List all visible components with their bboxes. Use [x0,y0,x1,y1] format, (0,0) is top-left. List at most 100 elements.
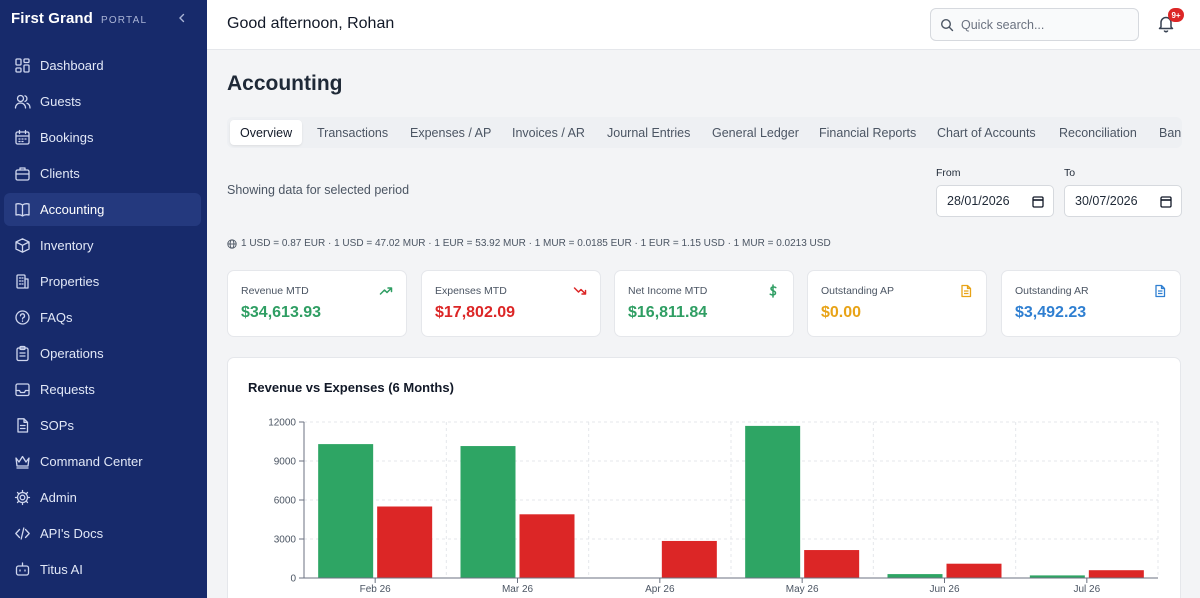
kpi-card-outstanding-ap: Outstanding AP $0.00 [807,270,987,337]
bot-icon [14,561,31,578]
book-icon [14,201,31,218]
kpi-label: Revenue MTD [241,285,309,297]
expense-bar[interactable] [946,563,1002,578]
sidebar-item-label: Accounting [40,202,105,217]
brand-subtitle: PORTAL [100,15,148,26]
expense-bar[interactable] [519,514,575,578]
x-tick-label: Apr 26 [645,584,675,595]
revenue-bar[interactable] [745,425,801,578]
revenue-bar[interactable] [887,574,943,578]
kpi-label: Net Income MTD [628,285,708,297]
expense-bar[interactable] [1088,570,1144,578]
sidebar-item-label: Dashboard [40,58,104,73]
box-icon [14,237,31,254]
sidebar-item-dashboard[interactable]: Dashboard [4,49,201,82]
exchange-rates: 1 USD = 0.87 EUR · 1 USD = 47.02 MUR · 1… [227,238,831,249]
x-tick-label: Jun 26 [929,584,959,595]
sidebar-item-clients[interactable]: Clients [4,157,201,190]
sidebar-item-command-center[interactable]: Command Center [4,445,201,478]
tab-general-ledger[interactable]: General Ledger [712,125,799,140]
from-label: From [936,167,961,179]
code-icon [14,525,31,542]
calendar-icon [14,129,31,146]
tab-expenses-ap[interactable]: Expenses / AP [410,125,492,140]
expense-bar[interactable] [661,540,717,578]
scrollbar[interactable] [1189,50,1200,598]
file-icon [1155,284,1166,298]
sidebar-item-label: FAQs [40,310,73,325]
search-input[interactable] [961,17,1131,32]
y-tick-label: 3000 [274,535,297,546]
from-date-value: 28/01/2026 [947,194,1010,208]
kpi-card-net-income-mtd: Net Income MTD $16,811.84 [614,270,794,337]
sidebar-item-guests[interactable]: Guests [4,85,201,118]
tab-reconciliation[interactable]: Reconciliation [1059,125,1137,140]
file-icon [961,284,972,298]
sidebar-item-label: Requests [40,382,95,397]
calendar-icon[interactable] [1160,195,1172,208]
quick-search[interactable] [930,8,1139,41]
exchange-rates-text: 1 USD = 0.87 EUR · 1 USD = 47.02 MUR · 1… [241,238,831,249]
help-circle-icon [14,309,31,326]
tab-chart-of-accounts[interactable]: Chart of Accounts [937,125,1036,140]
x-tick-label: Feb 26 [360,584,392,595]
to-date-value: 30/07/2026 [1075,194,1138,208]
inbox-icon [14,381,31,398]
sidebar-item-admin[interactable]: Admin [4,481,201,514]
sidebar-item-operations[interactable]: Operations [4,337,201,370]
revenue-bar[interactable] [1029,575,1085,578]
notification-badge: 9+ [1168,8,1184,22]
building-icon [14,273,31,290]
kpi-value: $16,811.84 [628,304,708,321]
x-tick-label: Jul 26 [1073,584,1100,595]
sidebar-item-faqs[interactable]: FAQs [4,301,201,334]
y-tick-label: 9000 [274,457,297,468]
kpi-value: $0.00 [821,304,862,321]
revenue-bar[interactable] [318,444,374,578]
tab-bank[interactable]: Bank [1159,125,1182,140]
sidebar-item-api-s-docs[interactable]: API's Docs [4,517,201,550]
kpi-value: $17,802.09 [435,304,516,321]
sidebar-item-requests[interactable]: Requests [4,373,201,406]
sidebar-item-label: SOPs [40,418,74,433]
greeting: Good afternoon, Rohan [227,15,395,32]
tab-journal-entries[interactable]: Journal Entries [607,125,691,140]
to-date-input[interactable]: 30/07/2026 [1064,185,1182,217]
x-tick-label: Mar 26 [502,584,534,595]
calendar-icon[interactable] [1032,195,1044,208]
kpi-card-outstanding-ar: Outstanding AR $3,492.23 [1001,270,1181,337]
page-title: Accounting [227,72,343,95]
kpi-label: Outstanding AP [821,285,894,297]
kpi-value: $3,492.23 [1015,304,1087,321]
from-date-input[interactable]: 28/01/2026 [936,185,1054,217]
tab-overview[interactable]: Overview [230,120,303,145]
briefcase-icon [14,165,31,182]
collapse-sidebar-button[interactable] [174,10,190,26]
crown-icon [14,453,31,470]
chart-canvas: 0 3000 6000 9000 12000 Feb 26 Mar 26 Apr 26 May … [268,418,1159,595]
x-tick-label: May 26 [786,584,819,595]
sidebar-item-properties[interactable]: Properties [4,265,201,298]
clipboard-icon [14,345,31,362]
sidebar-item-label: Guests [40,94,82,109]
sidebar-item-titus-ai[interactable]: Titus AI [4,553,201,586]
brand[interactable]: First Grand PORTAL [11,10,147,27]
sidebar-item-accounting[interactable]: Accounting [4,193,201,226]
kpi-label: Outstanding AR [1015,285,1089,297]
sidebar-item-sops[interactable]: SOPs [4,409,201,442]
tab-transactions[interactable]: Transactions [317,125,389,140]
kpi-card-expenses-mtd: Expenses MTD $17,802.09 [421,270,601,337]
expense-bar[interactable] [804,550,860,578]
expense-bar[interactable] [377,506,433,579]
tab-invoices-ar[interactable]: Invoices / AR [512,125,585,140]
kpi-value: $34,613.93 [241,304,322,321]
tab-financial-reports[interactable]: Financial Reports [819,125,917,140]
to-label: To [1064,167,1076,179]
revenue-bar[interactable] [460,446,516,578]
y-tick-label: 6000 [274,496,297,507]
gear-icon [14,489,31,506]
sidebar-item-inventory[interactable]: Inventory [4,229,201,262]
sidebar-item-label: Command Center [40,454,143,469]
y-tick-label: 0 [290,574,296,585]
sidebar-item-bookings[interactable]: Bookings [4,121,201,154]
